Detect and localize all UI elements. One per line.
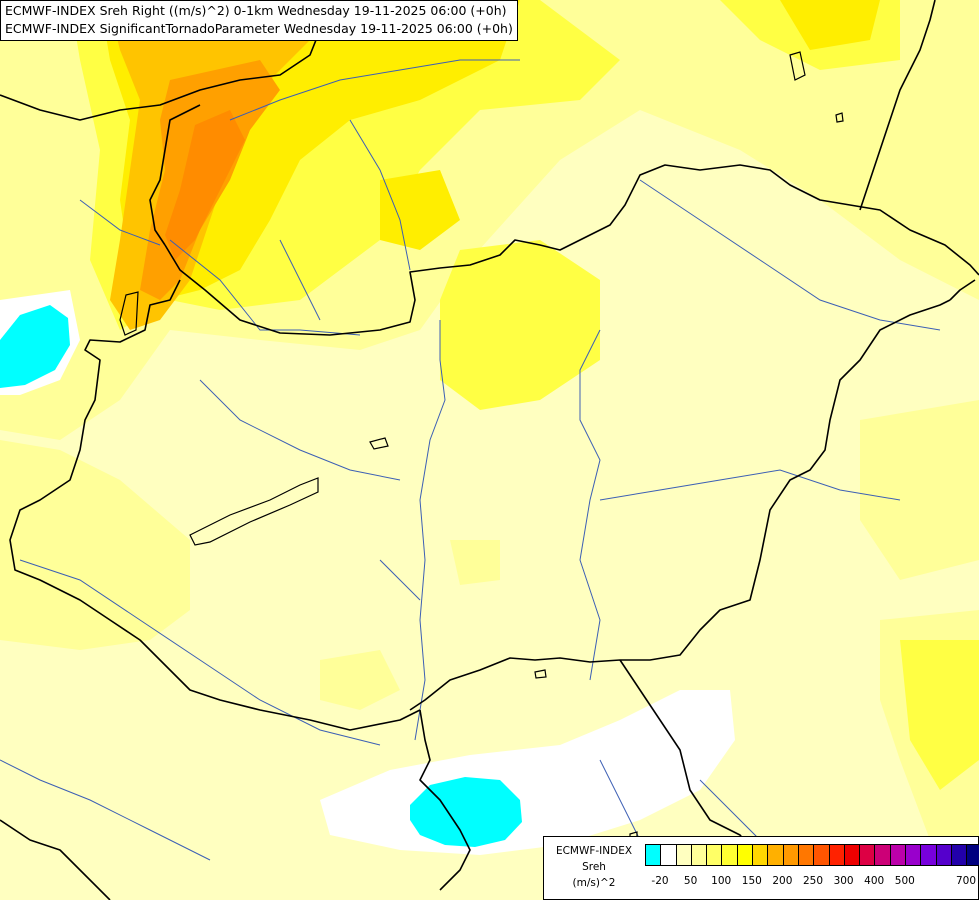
legend-tick-label: 150	[741, 875, 762, 887]
map-title-line-1: ECMWF-INDEX Sreh Right ((m/s)^2) 0-1km W…	[5, 3, 507, 18]
border-croatia-serbia	[419, 709, 471, 891]
legend-tick-label: 700	[955, 875, 977, 887]
legend-swatch	[921, 844, 937, 866]
legend-swatch	[967, 844, 979, 866]
legend-swatch	[951, 844, 968, 866]
legend-swatch	[875, 844, 891, 866]
legend-swatch	[722, 844, 738, 866]
legend-swatch	[646, 844, 662, 866]
legend-swatch	[829, 844, 845, 866]
legend-tick-label: 50	[683, 875, 698, 887]
map-title-line-2: ECMWF-INDEX SignificantTornadoParameter …	[5, 21, 513, 36]
border-slovakia-czech	[0, 0, 341, 121]
border-ukraine	[859, 0, 936, 211]
legend-swatch	[691, 844, 708, 866]
legend-tick-label: 100	[711, 875, 732, 887]
map-title-box: ECMWF-INDEX Sreh Right ((m/s)^2) 0-1km W…	[0, 0, 518, 41]
border-hungary-north	[164, 164, 979, 336]
legend-swatch	[661, 844, 677, 866]
legend-swatch	[676, 844, 692, 866]
rivers	[0, 59, 941, 900]
legend-tick-label: 200	[772, 875, 793, 887]
border-austria-hungary	[9, 279, 421, 731]
legend-swatch	[707, 844, 723, 866]
border-hungary-west	[149, 104, 201, 246]
lake-balaton	[189, 477, 319, 546]
sreh-contour-300	[165, 110, 245, 260]
legend-swatch	[768, 844, 784, 866]
legend-tick-label: -20	[651, 875, 669, 887]
legend-tick-label: 250	[802, 875, 824, 887]
border-romania-east	[949, 279, 976, 301]
legend-swatch	[737, 844, 754, 866]
legend-unit: (m/s)^2	[572, 877, 616, 889]
lakes	[119, 291, 389, 546]
legend-swatch	[906, 844, 922, 866]
legend-tick-label: 300	[833, 875, 854, 887]
sreh-contour-negative	[0, 305, 522, 847]
border-south-west	[0, 819, 111, 900]
legend-swatch	[753, 844, 769, 866]
legend-color-scale	[645, 844, 979, 866]
legend-swatch	[798, 844, 815, 866]
legend-tick-labels: -20 50 100 150 200 250 300 400 500 700	[645, 875, 976, 889]
legend-swatch	[783, 844, 799, 866]
legend-swatch	[936, 844, 952, 866]
legend-tick-label: 500	[894, 875, 915, 887]
legend-swatch	[860, 844, 876, 866]
legend-parameter: Sreh	[582, 861, 606, 873]
border-hungary-east	[409, 299, 951, 711]
legend-swatch	[844, 844, 861, 866]
legend-source: ECMWF-INDEX	[555, 845, 633, 857]
legend-swatch	[890, 844, 907, 866]
legend-tick-label: 400	[864, 875, 885, 887]
legend-swatch	[814, 844, 830, 866]
color-legend: ECMWF-INDEX Sreh (m/s)^2 -20 50 100 150 200 2…	[543, 836, 979, 900]
